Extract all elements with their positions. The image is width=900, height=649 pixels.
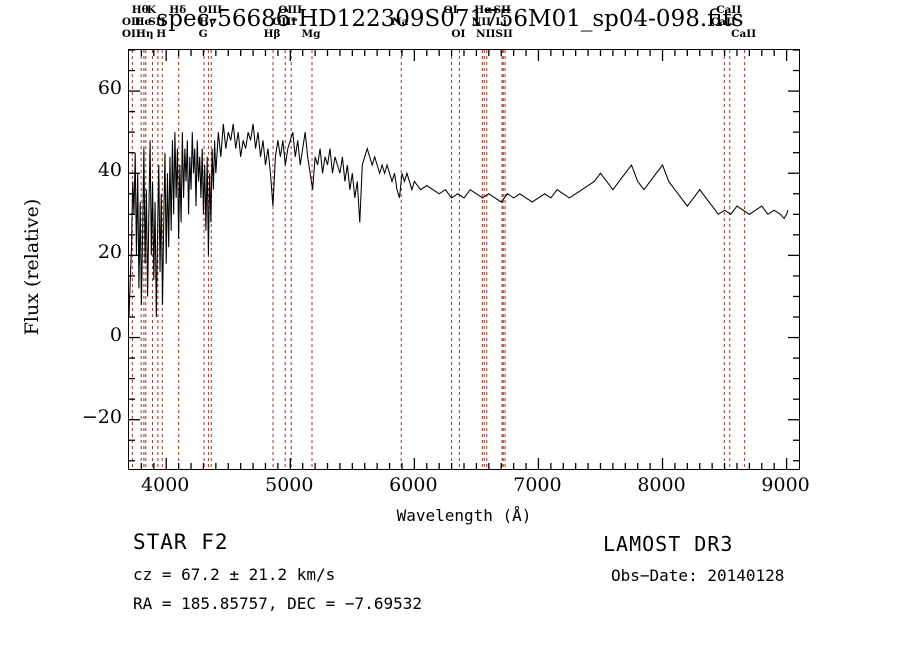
line-label-CaII-8662: CaII [731,28,757,40]
survey-label: LAMOST DR3 [603,532,734,556]
line-label-H-4340: Hγ [198,16,216,28]
x-axis-tick-labels: 4000 5000 6000 7000 8000 9000 [128,474,810,500]
y-tick-20: 20 [97,241,122,264]
line-label-OIII-4959: OIII [272,16,297,28]
line-label-CaII-8498: CaII [710,16,736,28]
line-label-H-3835: Hη [135,28,154,40]
emission-line-markers [131,50,746,469]
line-label-H-4101: Hδ [169,4,187,16]
line-label-SII-3933: SII [148,16,166,28]
line-label-H-4861: Hβ [263,28,281,40]
object-class-label: STAR F2 [133,530,229,554]
redshift-velocity-label: cz = 67.2 ± 21.2 km/s [133,565,336,584]
y-tick-60: 60 [97,77,122,100]
y-axis-tick-labels: 60 40 20 0 −20 [70,49,122,470]
line-label-NII-6583: NII [475,28,496,40]
y-tick-40: 40 [97,159,122,182]
line-label-Mg-5175: Mg [301,28,321,40]
line-label-SII-6716: SII [493,4,511,16]
x-tick-8000: 8000 [637,474,686,496]
x-tick-7000: 7000 [513,474,562,496]
plot-frame [128,49,800,470]
line-label-OII-3727: OII [121,28,141,40]
x-tick-4000: 4000 [141,474,190,496]
y-tick--20: −20 [81,405,122,428]
figure-footer: STAR F2 cz = 67.2 ± 21.2 km/s RA = 185.8… [0,530,900,640]
x-axis-title: Wavelength (Å) [396,506,532,525]
spectrum-plot-area [129,50,799,469]
line-label-OII-3727: OII [121,16,141,28]
y-axis-title-text: Flux (relative) [21,198,43,336]
line-label-H-3968: H [156,28,167,40]
x-tick-9000: 9000 [761,474,810,496]
line-label-OIII-5007: OIII [278,4,303,16]
line-label-NII-6548: NII [471,16,492,28]
line-label-H-6563: Hα [474,4,493,16]
line-label-Li-6707: Li [495,16,507,28]
y-tick-0: 0 [109,323,122,346]
line-label-SII-6731: SII [495,28,513,40]
x-tick-5000: 5000 [265,474,314,496]
line-label-OIII-4363: OIII [198,4,223,16]
line-label-K-3889: K [146,4,157,16]
x-tick-6000: 6000 [389,474,438,496]
line-label-CaII-8542: CaII [716,4,742,16]
axis-tick-marks [129,50,799,469]
line-label-OI-6300: OI [443,4,458,16]
line-label-He-3820: He [134,16,152,28]
line-label-H-3798: Hθ [131,4,149,16]
line-label-Na-5894: Na [392,16,409,28]
observation-date-label: Obs−Date: 20140128 [611,566,785,585]
line-label-OI-6363: OI [451,28,466,40]
figure-title: spec-56686-HD122309S071756M01_sp04-098.f… [156,6,744,32]
coordinates-label: RA = 185.85757, DEC = −7.69532 [133,594,422,613]
y-axis-title: Flux (relative) [18,160,46,380]
spectrum-trace [129,123,789,318]
line-label-G-4305: G [198,28,208,40]
